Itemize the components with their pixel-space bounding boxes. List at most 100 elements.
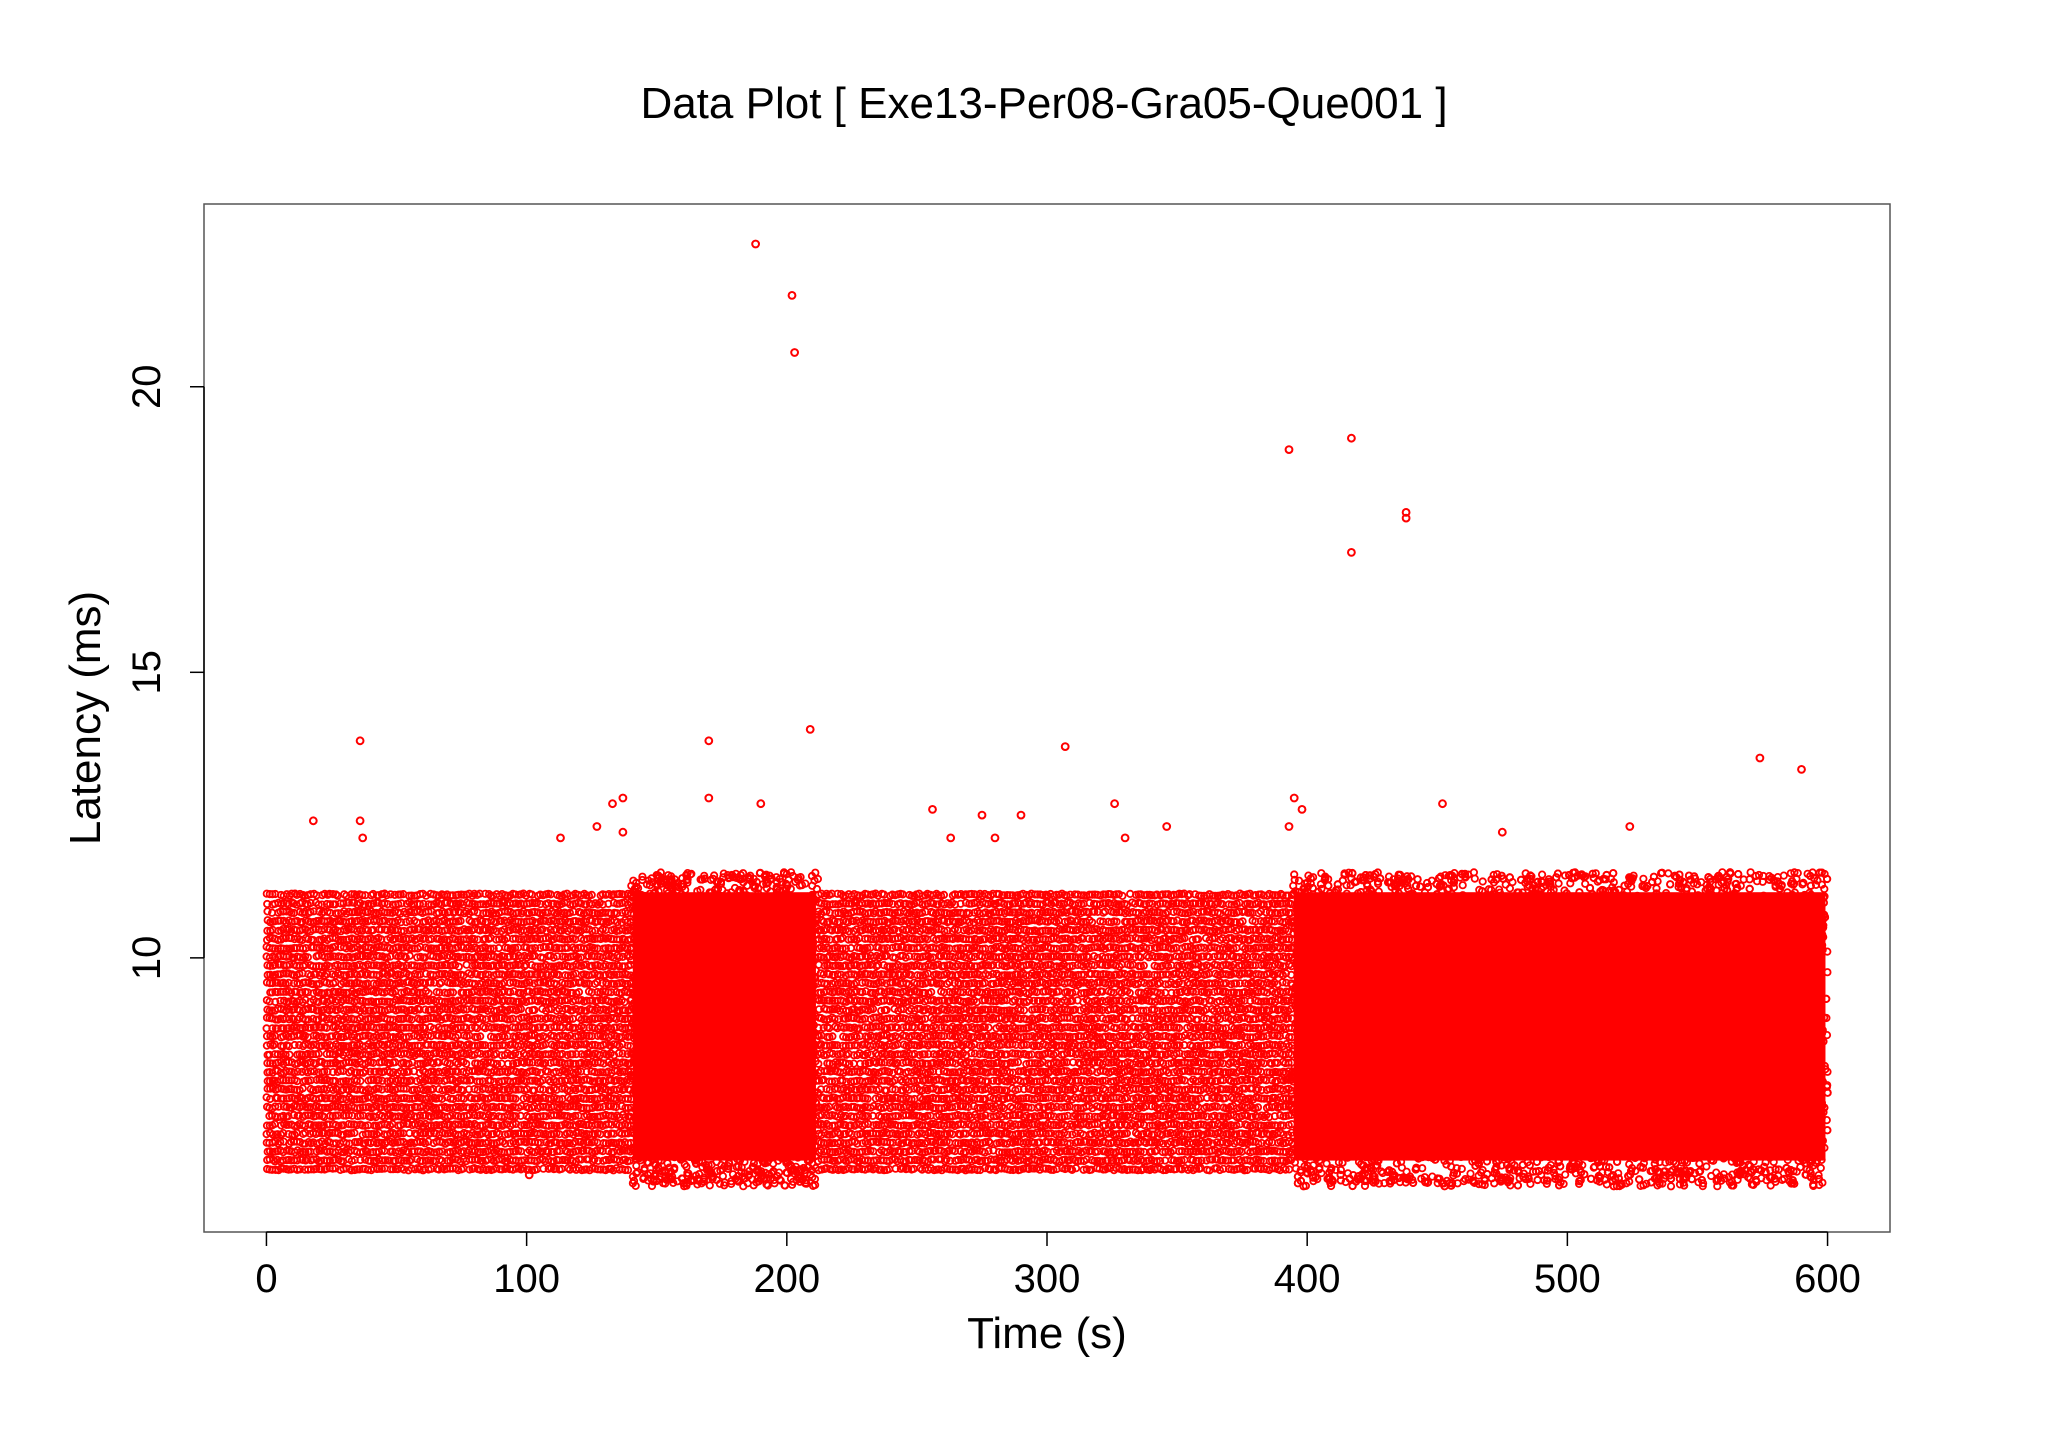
data-point: [339, 988, 348, 997]
data-point: [293, 1121, 302, 1131]
data-point: [271, 997, 280, 1007]
data-point: [295, 969, 304, 978]
data-point: [317, 1165, 326, 1174]
data-point: [347, 979, 356, 988]
data-point: [301, 1076, 310, 1086]
data-point: [265, 1050, 274, 1059]
plot-area: [262, 239, 1832, 1191]
data-point: [276, 987, 285, 996]
data-point: [295, 1165, 304, 1174]
data-point: [301, 943, 310, 953]
data-point: [342, 979, 351, 988]
data-point: [310, 1067, 319, 1076]
data-point: [301, 960, 310, 970]
data-point: [289, 1068, 299, 1077]
data-point: [325, 1156, 334, 1165]
data-point: [317, 1075, 326, 1085]
data-point: [315, 1128, 324, 1138]
data-point: [347, 1094, 356, 1104]
data-point: [284, 978, 293, 988]
data-point: [331, 942, 340, 951]
chart-title: Data Plot [ Exe13-Per08-Gra05-Que001 ]: [640, 79, 1447, 128]
data-point: [320, 1067, 329, 1076]
data-point: [314, 1121, 323, 1130]
data-point: [268, 978, 277, 988]
data-point: [328, 889, 338, 899]
data-point: [323, 917, 332, 926]
data-point: [325, 900, 335, 909]
data-point: [303, 953, 312, 962]
data-point: [309, 1086, 318, 1095]
data-point: [271, 1165, 280, 1175]
data-point: [279, 987, 288, 996]
data-point: [284, 1005, 294, 1014]
data-point: [350, 935, 359, 944]
data-point: [268, 1024, 277, 1033]
data-point: [284, 1032, 293, 1042]
data-point: [344, 898, 353, 907]
data-point: [281, 1050, 290, 1059]
data-point: [348, 1058, 357, 1067]
data-point: [325, 962, 334, 971]
data-point: [279, 1024, 288, 1033]
data-point: [287, 1024, 297, 1033]
data-point: [331, 1139, 341, 1148]
data-point: [328, 1068, 338, 1077]
data-point: [312, 980, 321, 989]
data-point: [336, 1103, 345, 1112]
data-point: [306, 1165, 316, 1174]
data-point: [279, 1164, 288, 1173]
data-point: [339, 961, 348, 971]
data-point: [263, 1059, 272, 1068]
data-point: [306, 907, 315, 917]
data-point: [284, 1024, 293, 1033]
data-point: [314, 916, 323, 926]
data-point: [334, 1032, 343, 1041]
data-point: [347, 1129, 356, 1138]
data-point: [317, 900, 326, 909]
data-point: [344, 1110, 353, 1120]
data-point: [287, 889, 296, 898]
data-point: [285, 1050, 294, 1059]
data-point: [315, 1111, 324, 1120]
data-point: [342, 1139, 351, 1148]
data-point: [304, 1015, 313, 1024]
data-point: [331, 1164, 340, 1173]
data-point: [306, 1023, 315, 1033]
data-point: [293, 1067, 302, 1076]
data-point: [273, 1050, 282, 1059]
data-point: [339, 953, 348, 962]
data-point: [262, 1032, 272, 1041]
data-point: [306, 898, 315, 908]
data-point: [314, 1049, 323, 1058]
data-point: [331, 1111, 340, 1120]
data-point: [268, 1130, 278, 1139]
data-point: [263, 1084, 272, 1093]
data-point: [344, 961, 353, 971]
data-point: [317, 962, 326, 971]
data-point: [306, 1067, 315, 1076]
bulk-region-banded: [262, 889, 636, 1175]
data-point: [281, 933, 290, 943]
data-point: [262, 1121, 272, 1130]
data-point: [314, 900, 323, 909]
data-point: [347, 890, 356, 899]
data-point: [295, 953, 305, 962]
data-point: [279, 1129, 288, 1138]
data-point: [263, 926, 272, 935]
data-point: [334, 1111, 343, 1120]
data-point: [311, 1164, 321, 1174]
bulk-region-dense: [626, 868, 823, 1191]
data-point: [306, 1120, 315, 1130]
data-point: [263, 907, 272, 916]
data-point: [311, 1023, 320, 1032]
data-point: [344, 952, 354, 962]
data-point: [274, 1102, 283, 1111]
data-point: [263, 899, 272, 909]
data-point: [317, 1023, 326, 1032]
data-point: [271, 1102, 280, 1111]
data-point: [290, 1040, 299, 1050]
data-points-bulk: [262, 868, 1832, 1191]
